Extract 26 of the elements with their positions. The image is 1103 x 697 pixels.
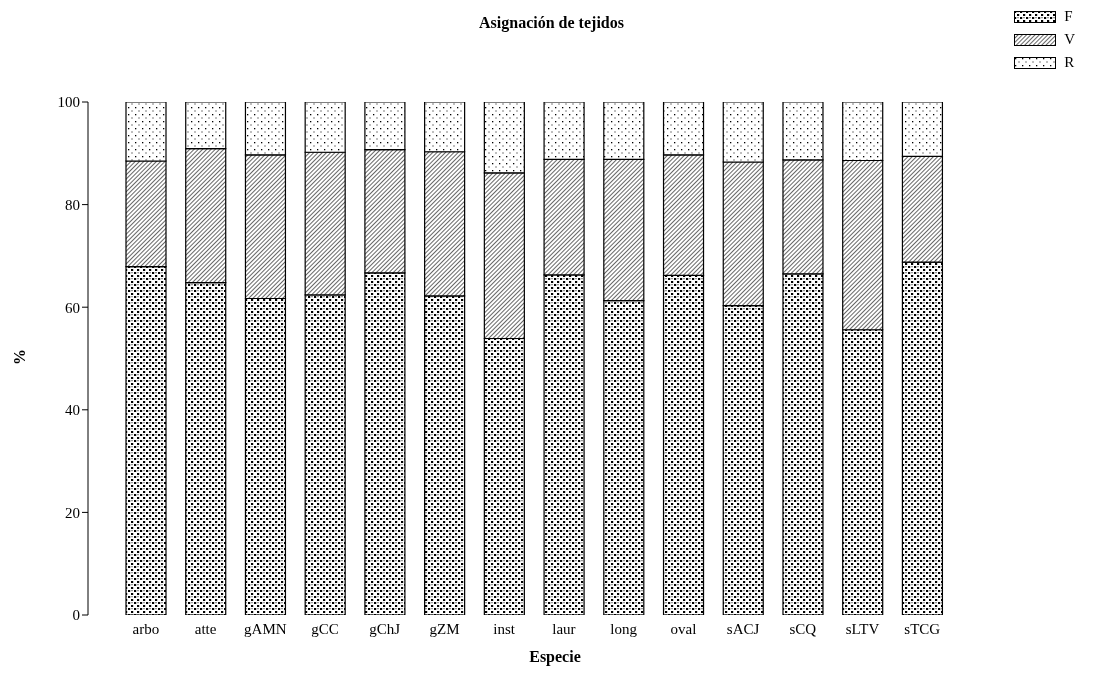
x-axis-title: Especie: [528, 648, 582, 666]
x-tick-label: sCQ: [789, 620, 817, 637]
legend-label: V: [1064, 31, 1075, 48]
x-tick-label: long: [610, 620, 638, 637]
x-tick-label: inst: [493, 620, 516, 637]
x-tick-label: gCC: [311, 620, 339, 637]
y-tick-label: 40: [65, 402, 80, 419]
legend-label: F: [1064, 8, 1073, 25]
y-axis-title: %: [11, 349, 29, 365]
y-tick-label: 20: [65, 504, 80, 521]
legend-label: R: [1064, 54, 1075, 71]
x-tick-label: atte: [194, 620, 217, 637]
x-tick-label: sLTV: [845, 620, 880, 637]
x-tick-label: arbo: [132, 620, 160, 637]
chart-title: Asignación de tejidos: [479, 14, 624, 31]
x-tick-label: oval: [670, 620, 697, 637]
x-tick-label: sACJ: [726, 620, 760, 637]
y-tick-label: 60: [65, 299, 80, 316]
y-tick-label: 80: [65, 196, 80, 213]
x-tick-label: gAMN: [244, 620, 287, 637]
y-tick-label: 0: [72, 607, 80, 624]
x-tick-label: laur: [552, 620, 576, 637]
y-tick-label: 100: [57, 94, 80, 111]
x-tick-label: gZM: [429, 620, 460, 637]
x-tick-label: sTCG: [904, 620, 941, 637]
x-tick-label: gChJ: [369, 620, 401, 637]
